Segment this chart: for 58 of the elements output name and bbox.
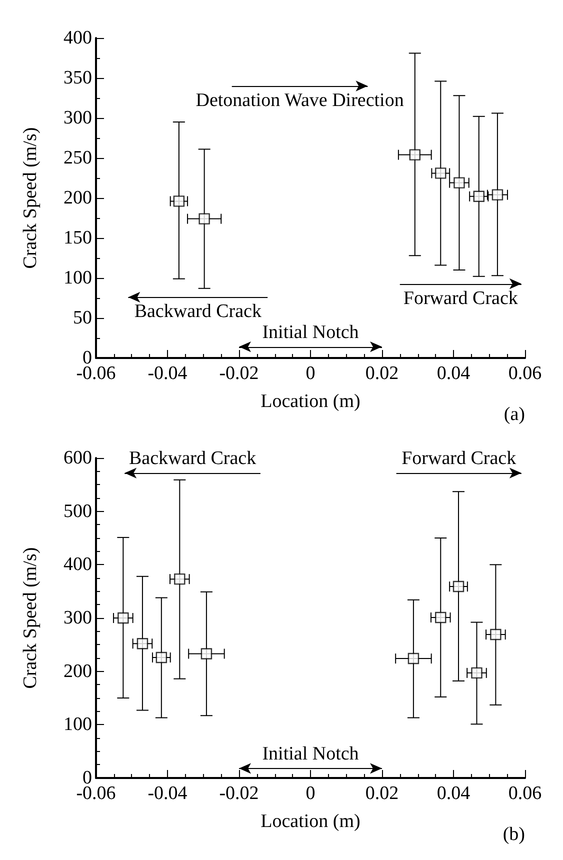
y-tick-label: 350 — [64, 68, 92, 88]
y-tick-label: 300 — [64, 608, 92, 628]
point — [435, 612, 446, 624]
y-tick-label: 400 — [64, 28, 92, 48]
point — [473, 190, 484, 202]
point — [452, 580, 464, 592]
annotation: Initial Notch — [262, 743, 360, 764]
point — [198, 213, 210, 224]
text: (b) — [502, 824, 525, 845]
annotation: Detonation Wave Direction — [196, 90, 404, 111]
annotation: Initial Notch — [262, 322, 360, 343]
y-axis-title: Crack Speed (m/s) — [20, 547, 41, 689]
x-tick-label: 0.04 — [436, 363, 471, 384]
x-tick-label: -0.02 — [219, 363, 259, 384]
point — [492, 189, 504, 200]
x-tick-label: 0.06 — [508, 783, 542, 804]
point — [454, 177, 465, 188]
text: (a) — [504, 404, 526, 425]
point — [490, 628, 502, 640]
y-tick-label: 500 — [64, 500, 92, 522]
x-tick-label: 0.06 — [508, 363, 542, 384]
x-tick-label: 0 — [306, 363, 316, 384]
y-tick-label: 600 — [64, 448, 92, 468]
point — [173, 196, 185, 207]
x-tick-label: -0.06 — [76, 363, 116, 384]
annotation: Backward Crack — [128, 448, 257, 470]
x-tick-label: 0 — [306, 783, 316, 804]
point — [408, 652, 420, 664]
y-tick-label: 300 — [64, 108, 92, 128]
x-axis-title: Location (m) — [260, 391, 360, 412]
point — [409, 149, 420, 160]
y-tick-label: 150 — [64, 228, 92, 248]
y-tick-label: 100 — [64, 268, 92, 288]
y-tick-label: 250 — [64, 148, 92, 168]
y-axis-title: Crack Speed (m/s) — [20, 127, 41, 269]
point — [435, 168, 446, 179]
point — [471, 667, 482, 679]
y-tick-label: 200 — [64, 188, 92, 208]
point — [174, 573, 186, 585]
x-axis-title: Location (m) — [260, 811, 360, 832]
annotation: Forward Crack — [402, 448, 517, 470]
point — [136, 638, 148, 650]
x-tick-label: -0.06 — [76, 783, 116, 804]
annotation: Forward Crack — [403, 288, 518, 309]
point — [156, 652, 168, 664]
x-tick-label: -0.02 — [219, 783, 259, 804]
x-tick-label: -0.04 — [148, 363, 188, 384]
y-tick-label: 200 — [64, 660, 92, 682]
y-tick-label: 400 — [64, 554, 92, 576]
x-tick-label: 0.02 — [365, 783, 399, 804]
x-tick-label: 0.02 — [365, 363, 399, 384]
x-tick-label: -0.04 — [148, 783, 188, 804]
point — [200, 648, 212, 660]
x-tick-label: 0.04 — [436, 783, 471, 804]
point — [118, 612, 129, 624]
y-tick-label: 100 — [64, 714, 92, 736]
y-tick-label: 50 — [73, 308, 92, 328]
annotation: Backward Crack — [134, 301, 262, 322]
